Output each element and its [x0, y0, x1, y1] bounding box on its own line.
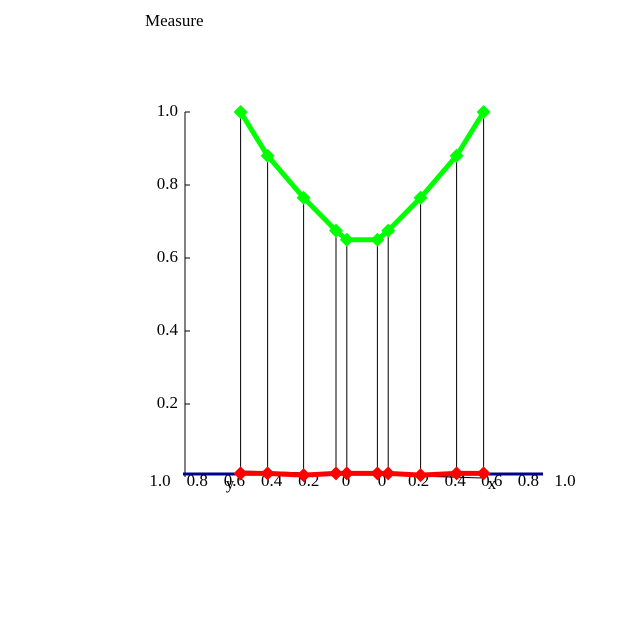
marker: [449, 466, 464, 481]
marker: [339, 466, 354, 481]
marker: [233, 466, 248, 481]
marker: [296, 468, 311, 483]
marker: [329, 466, 343, 481]
marker: [449, 148, 464, 163]
marker: [339, 232, 354, 247]
marker: [296, 190, 311, 205]
marker: [476, 105, 491, 119]
marker: [329, 223, 343, 238]
y-axis-label: y: [226, 474, 235, 493]
marker: [413, 468, 428, 483]
y-tick-label: 0.2: [157, 393, 178, 412]
marker: [370, 232, 385, 247]
series-line: [238, 110, 486, 243]
marker: [260, 148, 275, 163]
x-axis-tick-label: 1.0: [554, 471, 575, 490]
marker: [381, 223, 396, 238]
y-tick-label: 0.8: [157, 174, 178, 193]
marker: [476, 466, 491, 481]
y-axis-tick-label: 0: [342, 471, 351, 490]
y-tick-label: 0.6: [157, 247, 178, 266]
marker: [413, 190, 428, 205]
marker: [381, 466, 396, 481]
x-axis-tick-label: 0: [378, 471, 387, 490]
y-tick-label: 0.4: [157, 320, 179, 339]
x-axis-label: x: [488, 474, 497, 493]
chart-title: Measure: [145, 11, 204, 30]
marker: [233, 105, 248, 119]
x-axis-tick-label: 0.8: [518, 471, 539, 490]
marker: [260, 466, 275, 481]
series-line: [240, 470, 484, 478]
y-axis-tick-label: 0.8: [187, 471, 208, 490]
y-axis-tick-label: 1.0: [149, 471, 170, 490]
y-tick-label: 1.0: [157, 101, 178, 120]
marker: [370, 466, 385, 481]
